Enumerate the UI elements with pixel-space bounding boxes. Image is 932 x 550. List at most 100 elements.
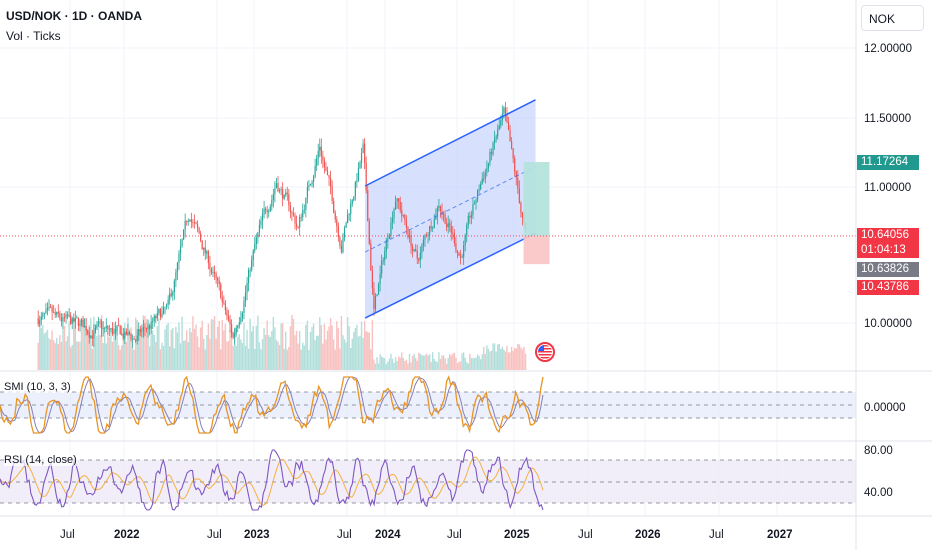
candle-body xyxy=(312,176,315,182)
candle-body xyxy=(427,234,429,237)
target-price-label: 11.17264 xyxy=(857,155,919,170)
volume-bar xyxy=(164,329,166,370)
volume-bar xyxy=(124,322,126,370)
candle-body xyxy=(46,307,49,311)
candle-body xyxy=(371,270,373,289)
candle-body xyxy=(339,237,341,246)
candle-body xyxy=(65,314,67,318)
candle-body xyxy=(504,107,507,114)
candle-body xyxy=(235,328,237,334)
volume-bar xyxy=(438,352,440,370)
candle-body xyxy=(433,219,435,228)
channel-upper-line[interactable] xyxy=(364,99,536,187)
candle-body xyxy=(51,306,53,313)
volume-bar xyxy=(187,342,189,370)
candle-body xyxy=(263,208,265,214)
candle-body xyxy=(220,284,222,298)
candle-body xyxy=(238,322,240,326)
candle-body xyxy=(322,156,324,161)
volume-bar xyxy=(244,345,247,370)
candle-body xyxy=(187,221,189,222)
volume-bar xyxy=(168,346,171,370)
x-tick-label: 2022 xyxy=(114,529,140,541)
candle-body xyxy=(309,184,312,186)
volume-bar xyxy=(302,342,304,370)
volume-bar xyxy=(65,341,67,370)
volume-bar xyxy=(370,349,372,370)
candle-body xyxy=(206,251,208,254)
volume-bar xyxy=(210,319,213,370)
candle-body xyxy=(274,188,276,195)
candle-body xyxy=(82,320,84,328)
candle-body xyxy=(435,216,437,220)
volume-bar xyxy=(264,334,267,370)
volume-bar xyxy=(436,362,439,370)
volume-bar xyxy=(377,363,380,370)
candle-body xyxy=(148,325,151,329)
volume-bar xyxy=(484,353,487,370)
volume-bar xyxy=(384,357,386,370)
candle-body xyxy=(257,232,259,238)
candle-body xyxy=(218,280,220,285)
candle-body xyxy=(421,245,423,254)
symbol-title[interactable]: USD/NOK · 1D · OANDA xyxy=(6,9,143,23)
volume-bar xyxy=(504,351,507,370)
candle-body xyxy=(323,160,326,168)
candle-body xyxy=(114,329,117,333)
volume-bar xyxy=(97,328,100,370)
volume-bar xyxy=(204,349,206,370)
candle-body xyxy=(226,310,228,317)
candle-body xyxy=(320,146,322,157)
candle-body xyxy=(464,235,466,246)
candle-body xyxy=(124,331,126,339)
volume-bar xyxy=(401,352,403,370)
currency-button[interactable]: NOK xyxy=(861,5,924,31)
long-position-target-zone[interactable] xyxy=(523,162,550,236)
volume-bar xyxy=(207,323,210,370)
candle-body xyxy=(88,333,90,338)
candle-body xyxy=(416,250,418,259)
candle-body xyxy=(348,213,350,215)
candle-body xyxy=(93,331,95,339)
candle-body xyxy=(207,251,209,263)
volume-bar xyxy=(515,348,517,370)
volume-bar xyxy=(473,358,476,370)
candle-body xyxy=(469,216,471,218)
long-position-stop-zone[interactable] xyxy=(523,235,550,265)
channel-lower-line[interactable] xyxy=(364,232,536,319)
candle-body xyxy=(56,311,58,315)
volume-bar xyxy=(184,340,186,370)
volume-bar xyxy=(461,353,463,370)
volume-bar xyxy=(410,362,412,370)
volume-bar xyxy=(306,320,309,370)
volume-indicator-label[interactable]: Vol · Ticks xyxy=(6,29,61,43)
candle-body xyxy=(48,306,50,308)
smi-indicator-label[interactable]: SMI (10, 3, 3) xyxy=(4,381,71,393)
volume-bar xyxy=(215,338,217,370)
candle-body xyxy=(155,316,157,319)
candle-body xyxy=(53,312,55,314)
candle-body xyxy=(520,202,522,213)
volume-bar xyxy=(274,327,276,370)
candle-body xyxy=(408,235,411,238)
volume-bar xyxy=(113,322,115,370)
candle-body xyxy=(364,143,366,163)
volume-bar xyxy=(339,348,341,370)
candle-body xyxy=(170,293,172,296)
candle-body xyxy=(150,321,152,329)
volume-bar xyxy=(365,331,367,370)
volume-bar xyxy=(285,331,287,370)
volume-bar xyxy=(263,328,265,370)
candle-body xyxy=(478,189,480,191)
candle-body xyxy=(319,146,321,152)
volume-bar xyxy=(145,319,148,370)
volume-bar xyxy=(323,323,326,370)
candle-body xyxy=(237,325,239,329)
rsi-indicator-label[interactable]: RSI (14, close) xyxy=(4,454,77,466)
volume-bar xyxy=(399,357,401,370)
candle-body xyxy=(410,235,412,247)
us-flag-event-icon[interactable] xyxy=(535,342,555,362)
volume-bar xyxy=(450,355,452,370)
volume-bar xyxy=(167,322,169,370)
